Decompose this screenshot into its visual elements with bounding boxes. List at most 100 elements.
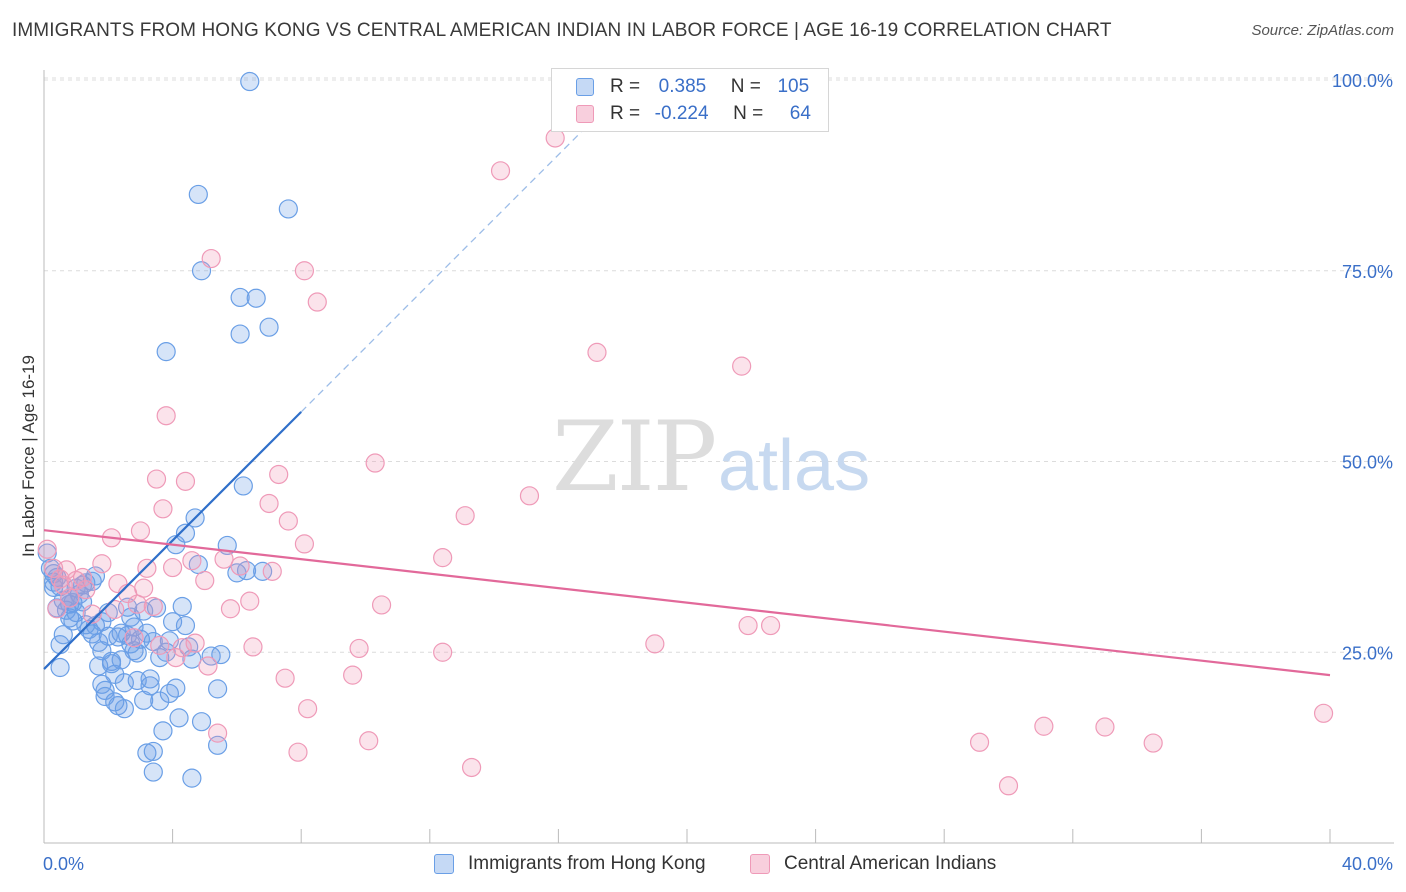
data-point	[294, 534, 315, 554]
data-point	[645, 634, 665, 654]
data-point	[163, 612, 183, 632]
data-point	[169, 708, 189, 728]
data-point	[63, 611, 83, 631]
data-point	[201, 248, 221, 269]
data-point	[208, 723, 228, 743]
n-label: N =	[730, 76, 761, 97]
trend-extension-blue	[300, 106, 608, 413]
data-point	[732, 356, 752, 376]
data-point	[243, 637, 263, 657]
data-point	[1143, 733, 1163, 753]
data-point	[140, 669, 160, 689]
data-point	[349, 638, 369, 659]
data-point	[240, 71, 260, 92]
legend-row-hong-kong: R = 0.385 N = 105	[552, 74, 828, 100]
data-point	[233, 476, 253, 496]
data-point	[738, 615, 758, 636]
data-point	[101, 654, 122, 674]
data-point	[153, 499, 173, 519]
data-point	[82, 604, 102, 624]
data-point	[76, 615, 96, 635]
data-point	[105, 599, 125, 620]
data-point	[156, 342, 176, 362]
data-point	[130, 521, 151, 541]
data-point	[275, 668, 295, 688]
data-point	[191, 712, 212, 732]
n-label: N =	[733, 103, 764, 124]
data-point	[433, 642, 453, 662]
data-point	[76, 580, 96, 600]
data-point	[253, 561, 273, 581]
data-point	[172, 596, 192, 617]
data-point	[359, 731, 379, 751]
data-point	[294, 261, 315, 281]
data-point	[140, 676, 160, 696]
data-point	[159, 683, 179, 704]
n-value: 64	[789, 103, 811, 124]
y-tick-label: 50.0%	[1342, 453, 1393, 473]
data-point	[143, 762, 163, 782]
pink-swatch-icon	[576, 105, 594, 123]
data-point	[230, 556, 250, 576]
data-point	[298, 699, 318, 719]
legend-row-central-american: R = -0.224 N = 64	[552, 101, 828, 127]
data-point	[146, 469, 167, 489]
data-point	[60, 588, 80, 608]
data-point	[307, 292, 327, 312]
data-point	[124, 628, 144, 648]
data-point	[519, 486, 540, 506]
data-point	[175, 615, 196, 636]
data-point	[188, 184, 208, 205]
data-point	[185, 633, 205, 653]
data-point	[1313, 703, 1334, 723]
data-point	[371, 595, 392, 615]
source-label: Source: ZipAtlas.com	[1251, 22, 1394, 39]
data-point	[760, 615, 781, 636]
data-point	[175, 523, 196, 543]
y-tick-label: 75.0%	[1342, 262, 1393, 282]
r-label: R =	[610, 76, 641, 97]
legend-label: Central American Indians	[784, 853, 997, 874]
data-point	[490, 161, 511, 181]
data-point	[143, 741, 163, 762]
data-point	[47, 599, 67, 619]
blue-swatch-icon	[576, 78, 594, 96]
data-point	[150, 635, 170, 655]
data-point	[208, 679, 228, 699]
data-point	[108, 573, 128, 594]
data-point	[56, 560, 77, 580]
data-point	[114, 699, 134, 719]
data-point	[461, 757, 482, 778]
trend-line-pink	[43, 529, 1331, 677]
data-point	[246, 288, 266, 308]
data-point	[230, 287, 250, 308]
data-point	[259, 317, 279, 337]
data-point	[269, 464, 289, 485]
data-point	[166, 647, 186, 668]
data-point	[143, 596, 163, 617]
data-point	[166, 678, 186, 698]
data-point	[37, 539, 57, 559]
data-point	[137, 743, 157, 763]
series-hong-kong-points	[37, 71, 298, 788]
data-point	[182, 768, 202, 788]
watermark-atlas: atlas	[718, 426, 870, 506]
data-point	[127, 594, 147, 614]
x-tick-label-max: 40.0%	[1342, 854, 1393, 874]
data-point	[455, 506, 475, 526]
data-point	[587, 342, 607, 362]
x-tick-label-min: 0.0%	[43, 854, 84, 874]
data-point	[214, 549, 234, 569]
data-point	[137, 558, 157, 578]
r-value: -0.224	[654, 103, 709, 124]
axis-labels: 25.0% 50.0% 75.0% 100.0% 0.0% 40.0% In Labor F…	[19, 71, 1393, 874]
data-point	[262, 561, 282, 581]
data-point	[172, 638, 192, 658]
data-point	[195, 570, 215, 591]
data-point	[53, 625, 73, 645]
data-point	[433, 548, 453, 568]
data-point	[60, 594, 80, 614]
data-point	[156, 406, 176, 426]
data-point	[198, 656, 218, 676]
